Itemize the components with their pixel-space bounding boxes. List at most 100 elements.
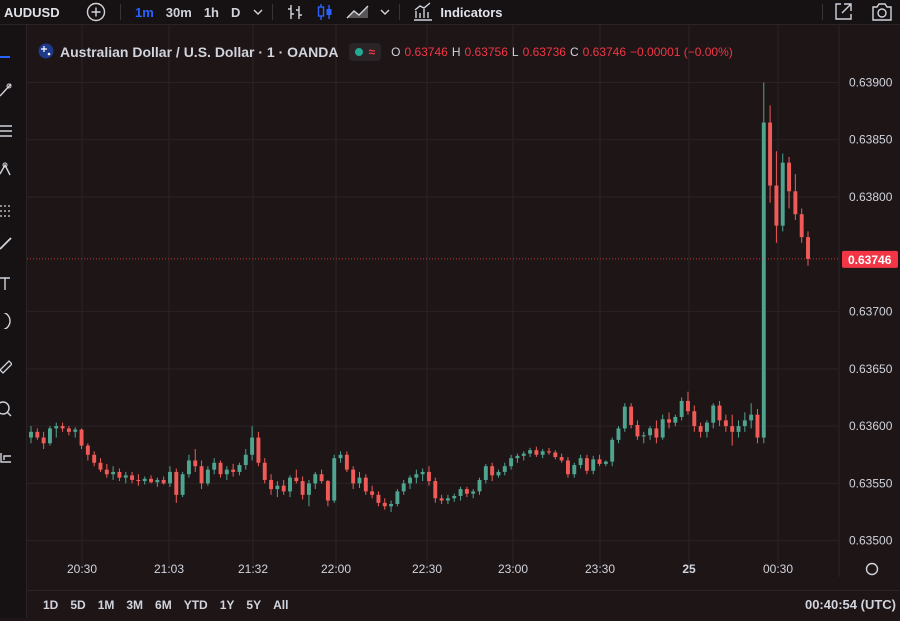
time-tick-label: 20:30 [67,562,97,576]
ohlc-close-value: 0.63746 [582,45,627,59]
candle-body [521,453,526,456]
chevron-down-icon[interactable] [252,6,264,18]
pattern-icon[interactable] [0,162,12,178]
range-all[interactable]: All [273,598,289,612]
candle-body [591,459,596,471]
candle-body [755,414,760,438]
candle-body [319,474,324,482]
candle-body [483,466,488,480]
candle-body [193,460,198,467]
range-5d[interactable]: 5D [70,598,86,612]
price-tick-label: 0.63900 [849,75,893,89]
indicators-button[interactable]: Indicators [440,4,503,20]
candle-body [351,469,356,484]
candle-body [445,498,450,501]
candle-body [761,122,766,438]
candles-icon[interactable] [315,2,335,22]
candle-body [477,479,482,492]
candle-body [704,422,709,432]
timeframe-1h[interactable]: 1h [203,4,219,20]
candle-body [420,471,425,475]
brush-icon[interactable] [0,235,12,251]
symbol-title[interactable]: Australian Dollar / U.S. Dollar · 1 · OA… [60,44,339,60]
utc-clock[interactable]: 00:40:54 (UTC) [804,597,896,612]
candle-body [698,426,703,432]
range-ytd[interactable]: YTD [183,598,208,612]
price-tick-label: 0.63500 [849,534,893,548]
text-tool-icon[interactable] [0,275,12,291]
compare-add-icon[interactable] [86,2,106,22]
candle-body [199,466,204,484]
chart-area[interactable]: 0.63900 0.63850 0.63800 0.63700 0.63650 0.636… [27,25,900,618]
candle-body [547,451,551,453]
trend-line-icon[interactable] [0,82,12,98]
candle-body [73,429,78,432]
zoom-icon[interactable] [0,401,12,417]
time-tick-label: 21:03 [154,562,184,576]
candle-body [130,475,135,480]
area-chart-icon[interactable] [345,2,371,22]
time-tick-label: 23:00 [498,562,528,576]
price-tick-label: 0.63650 [849,362,893,376]
range-5y[interactable]: 5Y [246,598,262,612]
candle-body [92,454,97,463]
ohlc-high-key: H [451,45,461,59]
range-3m[interactable]: 3M [126,598,144,612]
candle-body [711,405,716,423]
candle-body [250,437,255,455]
candle-body [123,475,128,478]
price-tick-label: 0.63700 [849,305,893,319]
date-range-bar: 1D 5D 1M 3M 6M YTD 1Y 5Y All 00:40:54 (U… [27,590,900,619]
candle-body [667,419,671,423]
range-1m[interactable]: 1M [97,598,115,612]
market-status-badge[interactable]: ≈ [348,43,382,61]
price-tick-label: 0.63600 [849,419,893,433]
candle-body [622,406,627,429]
symbol-search[interactable]: AUDUSD [4,4,60,20]
emoji-icon[interactable] [0,313,12,329]
candle-body [635,424,640,437]
timeframe-d[interactable]: D [231,4,241,20]
candle-body [490,466,495,476]
range-1y[interactable]: 1Y [219,598,235,612]
candle-body [117,471,122,478]
cursor-icon[interactable] [0,55,12,71]
candle-body [338,454,343,459]
candle-body [98,462,103,470]
candle-body [496,471,501,476]
price-tick-label: 0.63800 [849,190,893,204]
timeframe-1m[interactable]: 1m [135,4,154,20]
candle-body [692,411,697,427]
candle-body [306,483,311,495]
ruler-icon[interactable] [0,358,12,374]
candle-body [142,478,147,482]
camera-icon[interactable] [870,1,894,23]
candle-body [281,485,286,492]
magnet-icon[interactable] [0,450,12,466]
candle-body [654,428,659,438]
chevron-down-icon[interactable] [379,6,391,18]
candle-body [35,431,40,438]
candle-body [218,462,223,475]
candle-body [149,478,153,483]
candle-body [313,474,318,484]
timeframe-30m[interactable]: 30m [165,4,192,20]
fullscreen-icon[interactable] [832,1,854,23]
forecast-icon[interactable] [0,202,12,218]
range-1d[interactable]: 1D [43,598,59,612]
candle-body [224,469,229,475]
bar-chart-icon[interactable] [285,2,305,22]
candle-body [584,458,589,471]
candle-body [673,416,678,423]
indicators-icon[interactable] [412,2,434,22]
settings-gear-icon[interactable] [865,562,879,576]
range-6m[interactable]: 6M [155,598,172,612]
candle-body [414,474,419,478]
price-chart[interactable]: 0.63900 0.63850 0.63800 0.63700 0.63650 0.636… [27,25,900,618]
candle-body [515,455,520,459]
candle-body [237,465,242,472]
candle-body [136,479,141,482]
fib-icon[interactable] [0,123,12,139]
drawing-toolbar [0,25,27,618]
candle-body [439,498,444,501]
